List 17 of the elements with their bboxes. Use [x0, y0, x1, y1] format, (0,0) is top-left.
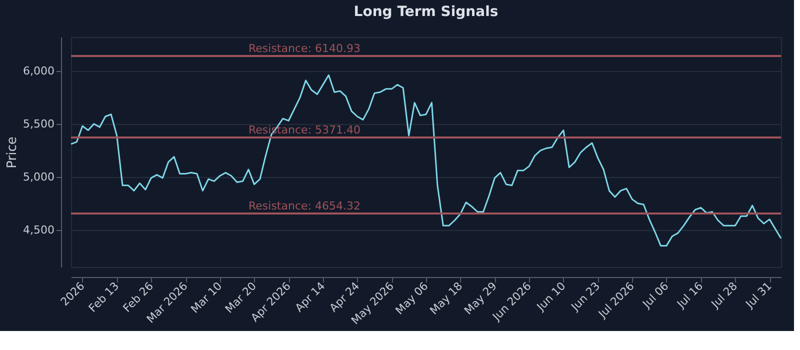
x-tick-label: Apr 14	[292, 280, 328, 315]
line-series	[70, 74, 782, 247]
y-tick-label: 4,500	[23, 223, 54, 236]
ref-line-label: Resistance: 6140.93	[248, 42, 360, 55]
y-tick-label: 6,000	[23, 64, 54, 78]
x-tick-label: Jun 10	[534, 280, 568, 314]
x-tick-label: Mar 10	[188, 280, 225, 316]
ref-line-label: Resistance: 4654.32	[248, 200, 360, 213]
x-tick-label: Jul 16	[674, 280, 706, 312]
chart-title: Long Term Signals	[354, 4, 498, 20]
y-tick-label: 5,500	[23, 117, 54, 130]
x-tick-label: Jul 06	[640, 280, 672, 312]
y-axis-title: Price	[5, 136, 20, 168]
x-tick-label: Jul 31	[742, 280, 774, 312]
y-tick-label: 5,000	[23, 170, 54, 184]
x-tick-label: Feb 13	[86, 280, 122, 315]
x-tick-label: Jul 28	[708, 280, 740, 312]
